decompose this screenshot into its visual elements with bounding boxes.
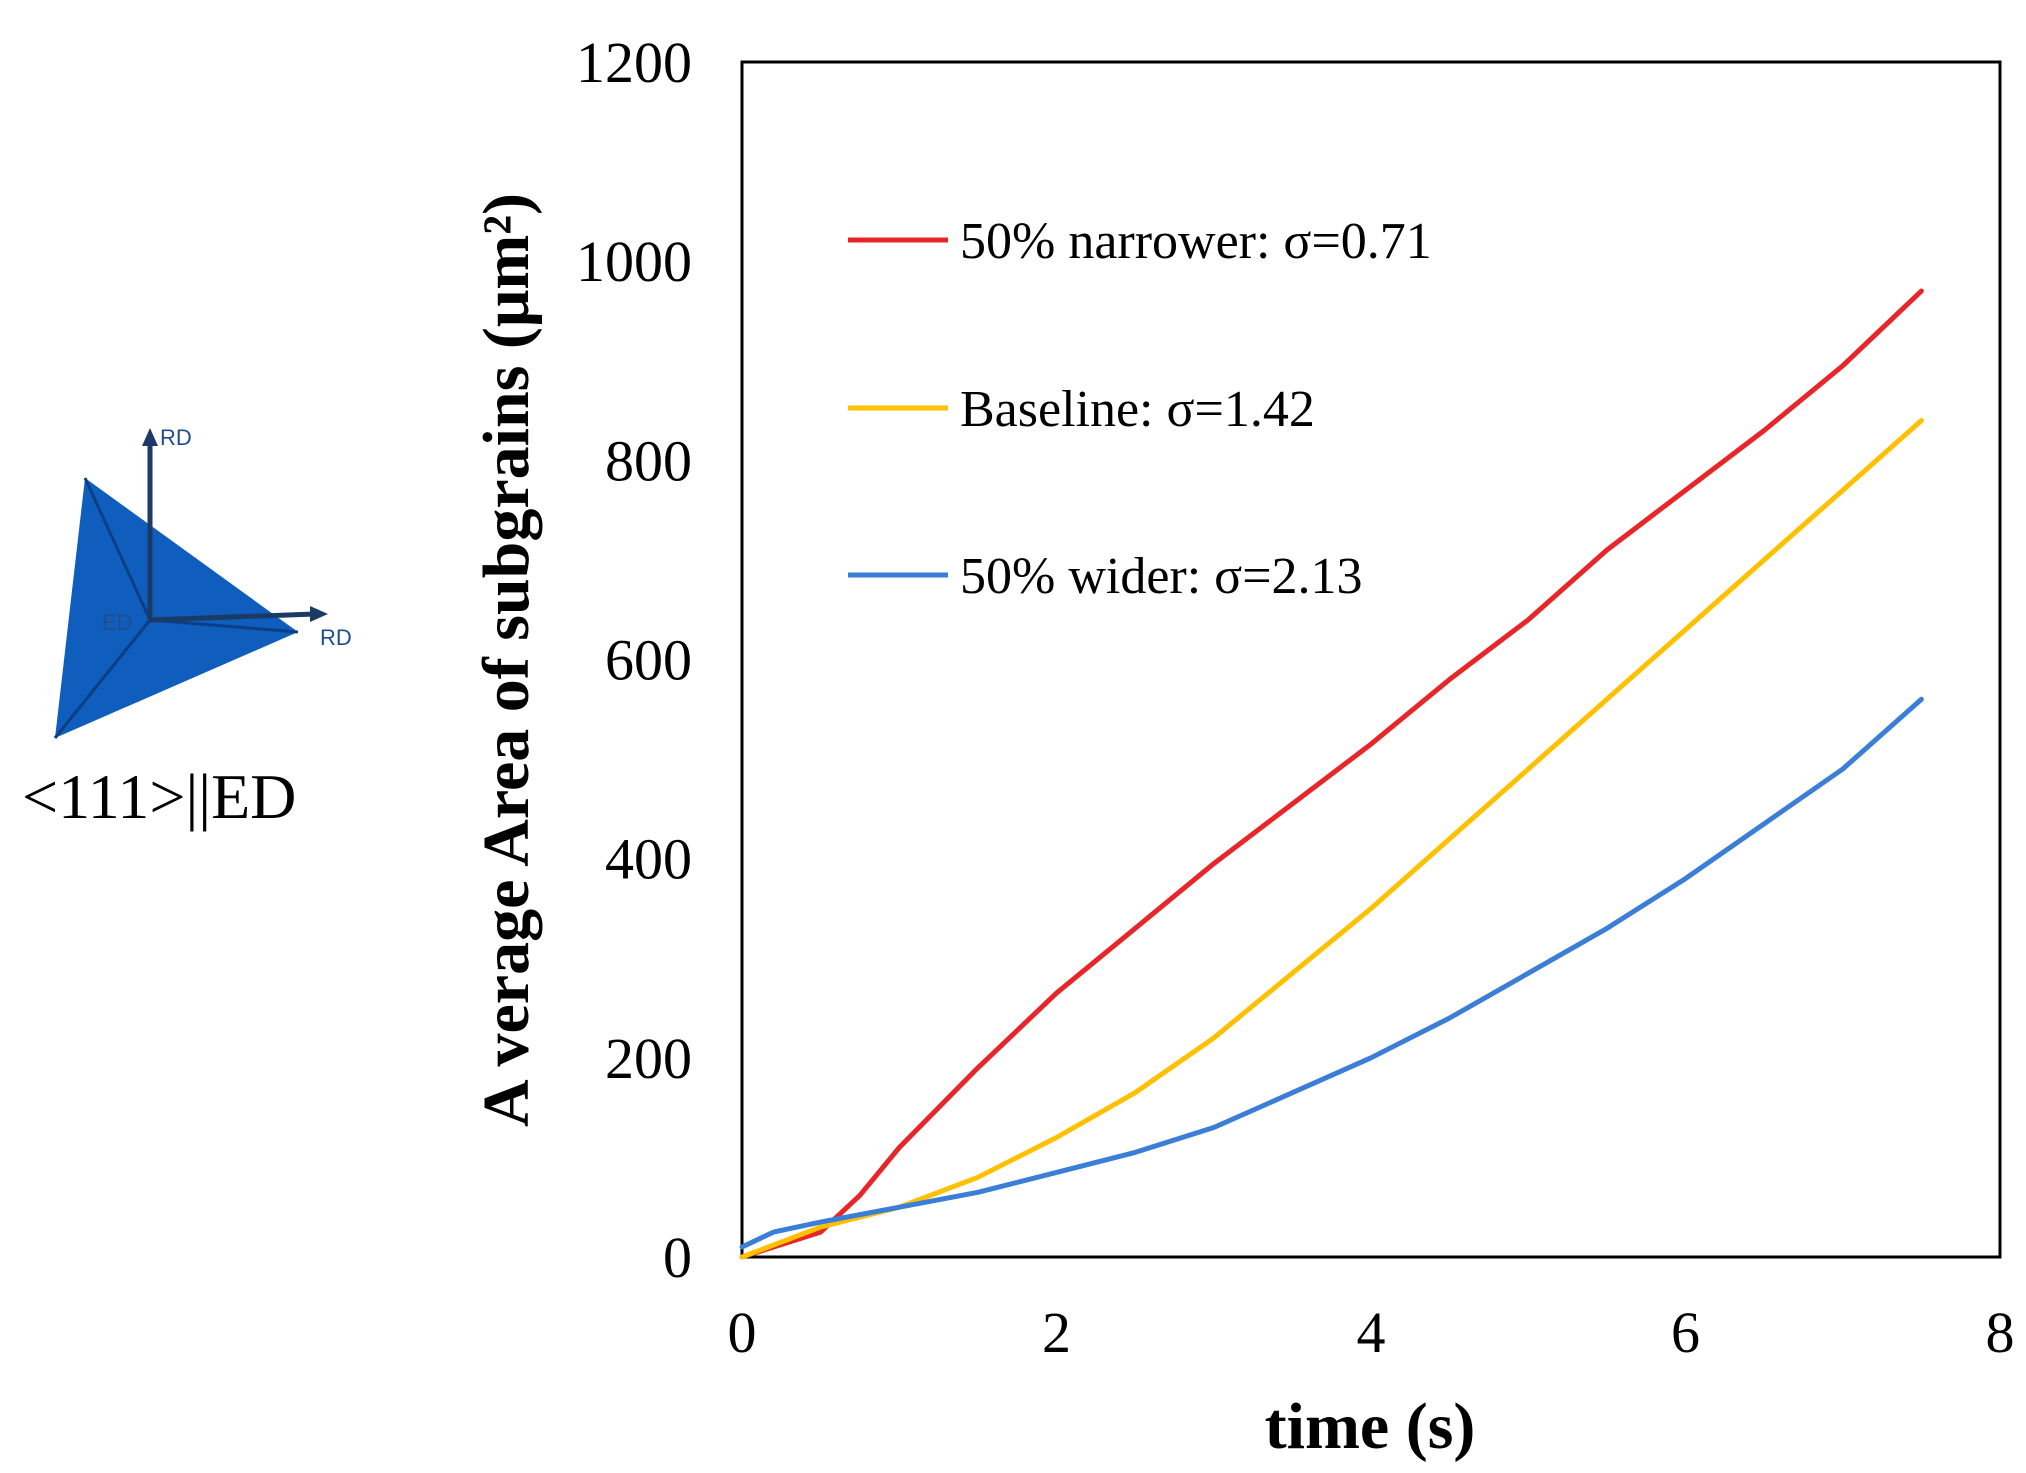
rd-top-label: RD bbox=[160, 425, 192, 450]
orientation-sketch: RD RD ED <111>||ED bbox=[22, 425, 352, 832]
x-tick-label: 8 bbox=[1986, 1300, 2015, 1365]
y-axis-ticks: 0 200 400 600 800 1000 1200 bbox=[576, 30, 692, 1290]
series-lines bbox=[739, 288, 1924, 1260]
triangle-edge-line bbox=[83, 477, 152, 621]
x-tick-label: 4 bbox=[1357, 1300, 1386, 1365]
series-line-2 bbox=[739, 418, 1924, 1260]
y-tick-label: 0 bbox=[663, 1225, 692, 1290]
legend-label-1: 50% narrower: σ=0.71 bbox=[960, 213, 1432, 270]
line-chart: 0 200 400 600 800 1000 1200 0 2 4 6 8 50% narrower… bbox=[470, 30, 2015, 1463]
legend-label-3: 50% wider: σ=2.13 bbox=[960, 548, 1363, 605]
triangle-edge-line bbox=[53, 619, 152, 739]
y-tick-label: 1000 bbox=[576, 229, 692, 294]
legend: 50% narrower: σ=0.71 Baseline: σ=1.42 50% … bbox=[848, 213, 1432, 605]
x-tick-label: 0 bbox=[728, 1300, 757, 1365]
y-tick-label: 800 bbox=[605, 428, 692, 493]
y-axis-title: A verage Area of subgrains (μm²) bbox=[470, 193, 543, 1127]
rd-vertical-arrowhead bbox=[142, 428, 158, 446]
rd-horizontal-axis bbox=[149, 611, 316, 623]
orientation-caption: <111>||ED bbox=[22, 761, 296, 832]
x-axis-title: time (s) bbox=[1265, 1390, 1476, 1463]
x-axis-ticks: 0 2 4 6 8 bbox=[728, 1300, 2015, 1365]
orientation-triangle bbox=[55, 478, 298, 738]
series-line-1 bbox=[739, 288, 1924, 1260]
rd-horizontal-arrowhead bbox=[310, 606, 328, 622]
x-tick-label: 6 bbox=[1671, 1300, 1700, 1365]
legend-label-2: Baseline: σ=1.42 bbox=[960, 381, 1315, 438]
rd-right-label: RD bbox=[320, 625, 352, 650]
y-tick-label: 200 bbox=[605, 1026, 692, 1091]
triangle-edge-line bbox=[149, 618, 299, 634]
x-tick-label: 2 bbox=[1042, 1300, 1071, 1365]
y-tick-label: 600 bbox=[605, 628, 692, 693]
ed-center-label: ED bbox=[102, 610, 133, 635]
series-line-3 bbox=[739, 696, 1924, 1250]
y-tick-label: 400 bbox=[605, 827, 692, 892]
y-tick-label: 1200 bbox=[576, 30, 692, 95]
